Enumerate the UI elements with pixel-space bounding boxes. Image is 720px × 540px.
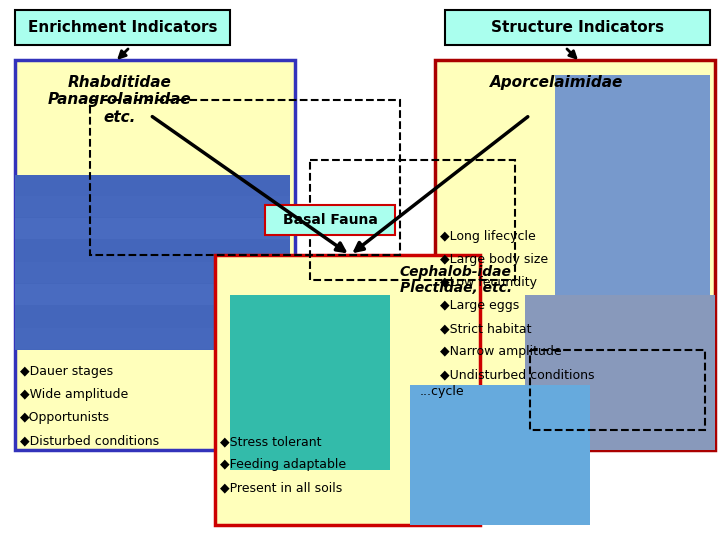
Text: Aporcelaimidae: Aporcelaimidae	[490, 75, 624, 90]
Text: ◆Wide amplitude: ◆Wide amplitude	[20, 388, 128, 401]
Bar	[15, 240, 290, 261]
Bar	[15, 284, 290, 305]
Bar	[15, 60, 295, 450]
Text: ◆Disturbed conditions: ◆Disturbed conditions	[20, 434, 159, 447]
Bar	[15, 328, 290, 349]
Bar	[525, 295, 715, 450]
Text: Enrichment Indicators: Enrichment Indicators	[28, 20, 217, 35]
Text: ◆Large body size: ◆Large body size	[440, 253, 548, 266]
Text: Structure Indicators: Structure Indicators	[491, 20, 664, 35]
Text: ◆Low fecundity: ◆Low fecundity	[440, 276, 537, 289]
Text: ◆Large eggs: ◆Large eggs	[440, 299, 519, 312]
Bar	[265, 205, 395, 235]
Text: Basal Fauna: Basal Fauna	[282, 213, 377, 227]
Bar	[230, 295, 390, 470]
Bar	[310, 160, 515, 280]
Text: ◆Opportunists: ◆Opportunists	[20, 411, 110, 424]
Text: ◆Long lifecycle: ◆Long lifecycle	[440, 230, 536, 243]
Bar	[435, 60, 715, 450]
Bar	[445, 10, 710, 45]
Text: ◆Undisturbed conditions: ◆Undisturbed conditions	[440, 368, 595, 381]
Bar	[555, 75, 710, 305]
Bar	[15, 218, 290, 239]
Bar	[15, 262, 290, 283]
Bar	[15, 306, 290, 327]
Bar	[530, 350, 705, 430]
Bar	[15, 10, 230, 45]
Text: ◆Narrow amplitude: ◆Narrow amplitude	[440, 345, 562, 358]
Text: ...cycle: ...cycle	[420, 385, 464, 398]
Bar	[215, 255, 480, 525]
Text: ◆Stress tolerant: ◆Stress tolerant	[220, 435, 322, 448]
Text: Rhabditidae
Panagrolaimidae
etc.: Rhabditidae Panagrolaimidae etc.	[48, 75, 192, 125]
Bar	[410, 385, 590, 525]
Text: ◆Strict habitat: ◆Strict habitat	[440, 322, 531, 335]
Bar	[15, 175, 290, 350]
Text: ◆Present in all soils: ◆Present in all soils	[220, 481, 342, 494]
Text: ◆Dauer stages: ◆Dauer stages	[20, 365, 113, 378]
Bar	[90, 100, 400, 255]
Bar	[15, 175, 290, 196]
Text: ◆Feeding adaptable: ◆Feeding adaptable	[220, 458, 346, 471]
Text: Cephalob­idae
Plectidae, etc.: Cephalob­idae Plectidae, etc.	[400, 265, 512, 295]
Bar	[15, 196, 290, 217]
